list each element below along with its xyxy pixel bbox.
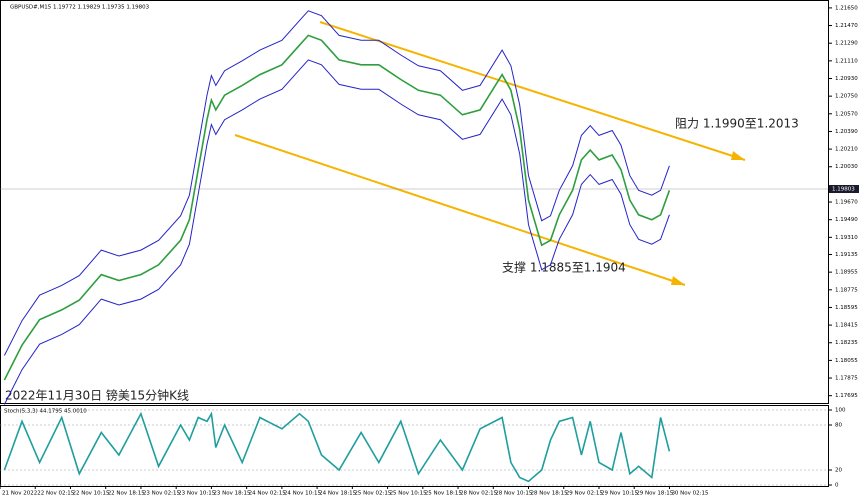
x-tick-label: 29 Nov 10:15 (601, 491, 639, 497)
x-tick-label: 30 Nov 02:15 (671, 491, 709, 497)
x-tick-label: 24 Nov 10:15 (284, 491, 322, 497)
x-tick-label: 24 Nov 18:15 (319, 491, 357, 497)
annotation: 阻力 1.1990至1.2013 (675, 117, 799, 131)
x-tick-label: 22 Nov 18:15 (108, 491, 146, 497)
x-tick-label: 29 Nov 18:15 (636, 491, 674, 497)
series-line (3, 411, 671, 483)
series-line (3, 59, 670, 405)
y-tick-label: 1.18595 (835, 305, 858, 311)
stoch-panel (0, 405, 829, 487)
y-tick-label: 1.20570 (835, 111, 858, 117)
y-tick-label: 1.19490 (835, 217, 858, 223)
x-tick-label: 22 Nov 02:15 (37, 491, 75, 497)
y-tick-label: 1.21470 (835, 23, 858, 29)
chart-title: GBPUSD#,M15 1.19772 1.19829 1.19735 1.19… (10, 5, 150, 11)
y-tick-label: 1.17875 (835, 376, 858, 382)
x-tick-label: 23 Nov 10:15 (178, 491, 216, 497)
annotation: 支撑 1.1885至1.1904 (502, 260, 626, 275)
y-tick-label: 1.18055 (835, 358, 858, 364)
series-line (3, 34, 671, 381)
x-tick-label: 22 Nov 10:15 (72, 491, 110, 497)
y-tick-label: 1.20930 (835, 76, 858, 82)
y-tick-label: 80 (835, 423, 842, 429)
arrow-head (671, 276, 685, 285)
y-tick-label: 1.17695 (835, 393, 858, 399)
resistance-trendline (319, 21, 746, 161)
price-box (829, 184, 859, 193)
y-tick-label: 1.19670 (835, 200, 858, 206)
x-tick-label: 28 Nov 02:15 (460, 491, 498, 497)
x-tick-label: 23 Nov 18:15 (213, 491, 251, 497)
y-tick-label: 1.21110 (835, 58, 858, 64)
x-tick-label: 23 Nov 02:15 (143, 491, 181, 497)
y-tick-label: 20 (835, 468, 842, 474)
y-tick-label: 1.20030 (835, 164, 858, 170)
arrow-head (731, 151, 745, 160)
y-tick-label: 1.18415 (835, 323, 858, 329)
x-tick-label: 25 Nov 18:15 (425, 491, 463, 497)
y-tick-label: 1.20390 (835, 129, 858, 135)
y-tick-label: 1.19135 (835, 252, 858, 258)
x-tick-label: 24 Nov 02:15 (249, 491, 287, 497)
support-trendline (234, 134, 686, 286)
annotation: 2022年11月30日 镑美15分钟K线 (5, 388, 189, 403)
y-tick-label: 1.19310 (835, 235, 858, 241)
price-label: 1.19803 (832, 186, 855, 192)
y-tick-label: 100 (835, 408, 846, 414)
main-panel (0, 0, 829, 404)
x-tick-label: 25 Nov 10:15 (390, 491, 428, 497)
y-tick-label: 1.18235 (835, 340, 858, 346)
x-tick-label: 29 Nov 02:15 (566, 491, 604, 497)
x-tick-label: 21 Nov 2022 (2, 491, 37, 497)
y-tick-label: 1.21290 (835, 41, 858, 47)
x-tick-label: 25 Nov 02:15 (354, 491, 392, 497)
x-tick-label: 28 Nov 10:15 (495, 491, 533, 497)
y-tick-label: 1.18775 (835, 287, 858, 293)
y-tick-label: 0 (835, 483, 839, 489)
y-tick-label: 1.20210 (835, 147, 858, 153)
y-tick-label: 1.20750 (835, 94, 858, 100)
y-tick-label: 1.18955 (835, 270, 858, 276)
series-line (3, 10, 670, 356)
y-tick-label: 1.21650 (835, 5, 858, 11)
x-tick-label: 28 Nov 18:15 (531, 491, 569, 497)
stoch-title: Stoch(5,3,3) 44.1795 45.0010 (4, 409, 87, 415)
